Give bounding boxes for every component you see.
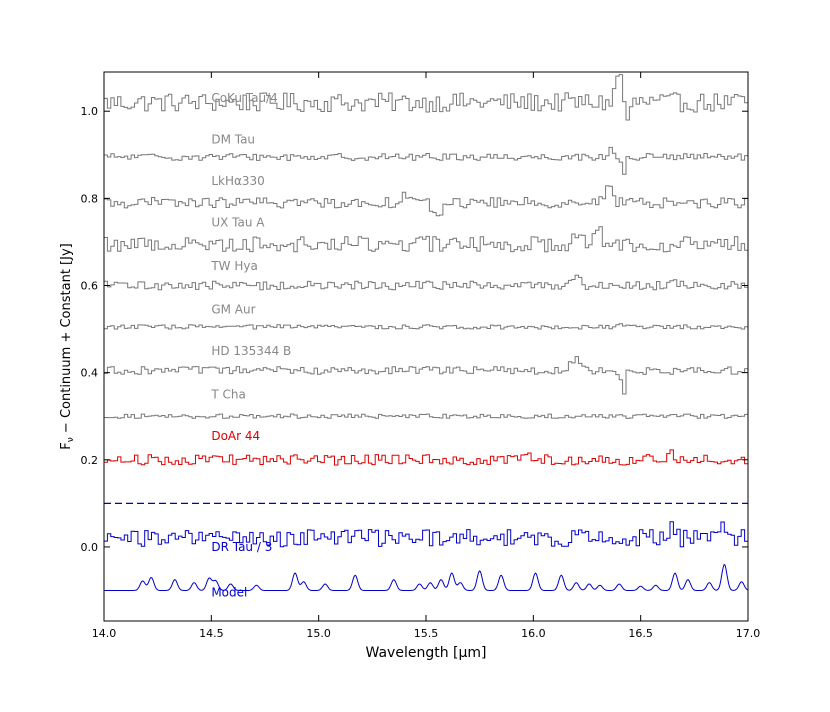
y-tick-label: 1.0 (81, 105, 99, 118)
series-label: DM Tau (211, 133, 255, 147)
y-axis: 0.0 0.2 0.4 0.6 0.8 1.0 (81, 105, 748, 554)
series-layer (104, 74, 749, 591)
series-label: Model (211, 586, 247, 600)
series-line (104, 146, 748, 175)
series-label: UX Tau A (211, 215, 265, 229)
series-line (104, 521, 748, 548)
x-tick-label: 16.0 (521, 627, 546, 640)
series-line (104, 563, 749, 591)
series-line (104, 449, 748, 466)
series-label: GM Aur (211, 302, 255, 316)
series-line (104, 226, 748, 253)
series-label: DR Tau / 3 (211, 540, 272, 554)
x-tick-label: 15.0 (306, 627, 331, 640)
y-tick-label: 0.4 (81, 367, 99, 380)
y-axis-label-base: F (59, 442, 74, 449)
y-tick-label: 0.6 (81, 280, 99, 293)
series-line (104, 356, 748, 395)
x-axis-label: Wavelength [μm] (366, 645, 487, 661)
series-label: TW Hya (210, 259, 257, 273)
y-axis-label-rest: − Continuum + Constant [Jy] (59, 243, 74, 437)
series-line (104, 274, 748, 291)
y-tick-label: 0.8 (81, 192, 99, 205)
y-axis-label-sub: ν (66, 437, 76, 442)
series-label: CoKu Tau/4 (211, 91, 277, 105)
series-line (104, 185, 748, 217)
series-label: LkHα330 (211, 174, 264, 188)
series-line (104, 74, 748, 121)
x-axis: 14.0 14.5 15.0 15.5 16.0 16.5 17.0 (92, 72, 761, 640)
series-label: HD 135344 B (211, 344, 291, 358)
y-tick-label: 0.0 (81, 541, 99, 554)
x-tick-label: 15.5 (414, 627, 439, 640)
x-tick-label: 17.0 (736, 627, 761, 640)
series-labels: CoKu Tau/4 DM Tau LkHα330 UX Tau A TW Hya GM … (210, 91, 291, 600)
y-tick-label: 0.2 (81, 454, 99, 467)
x-tick-label: 14.5 (199, 627, 224, 640)
series-label: T Cha (210, 387, 245, 401)
y-axis-label: Fν − Continuum + Constant [Jy] (59, 243, 76, 449)
series-line (104, 323, 748, 330)
x-tick-label: 16.5 (628, 627, 653, 640)
x-tick-label: 14.0 (92, 627, 117, 640)
series-line (104, 413, 748, 419)
series-label: DoAr 44 (211, 429, 260, 443)
